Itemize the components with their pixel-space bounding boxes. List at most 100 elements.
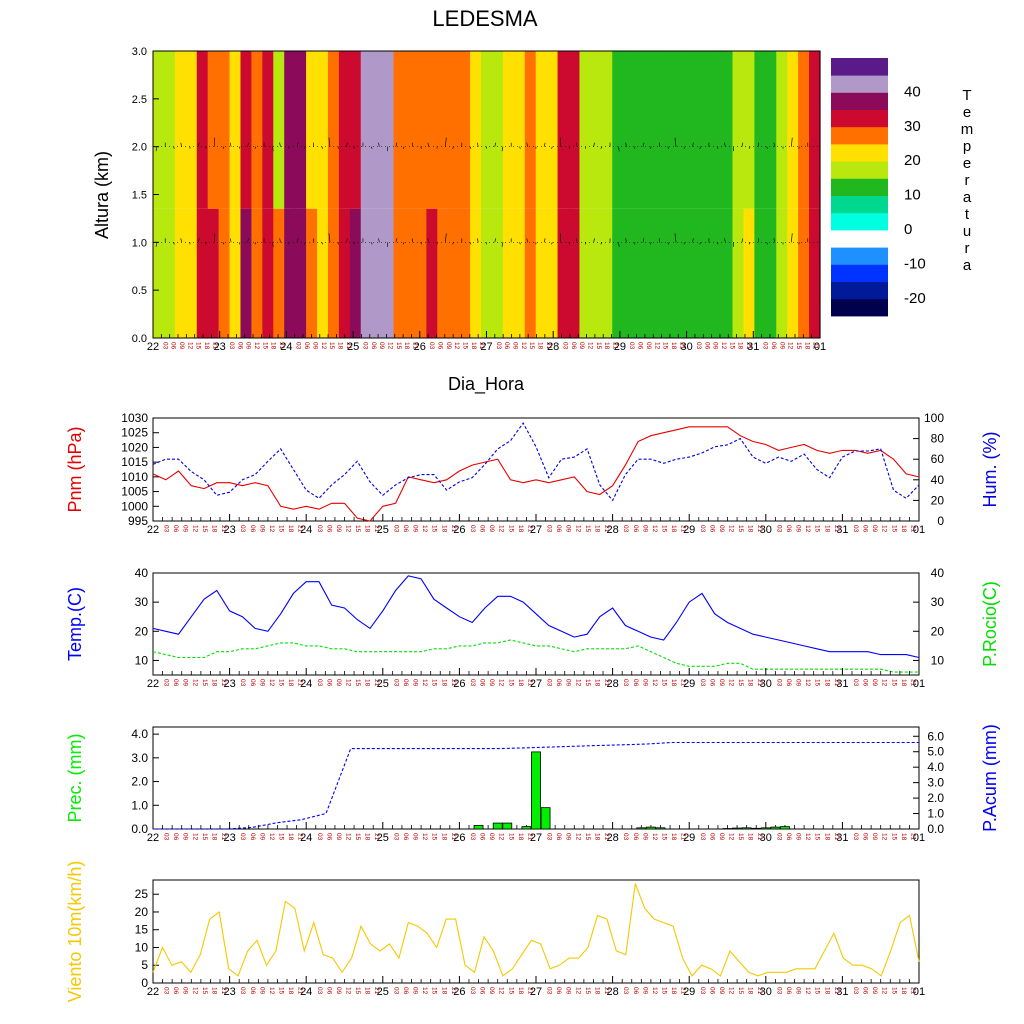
- p3-hour-label: 12: [421, 833, 428, 841]
- precip-bar: [502, 822, 513, 830]
- colorbar-swatch: [831, 109, 888, 128]
- heat-hour-label: 03: [495, 342, 502, 350]
- p1-ltick-label: 1000: [121, 499, 148, 513]
- p2-hour-label: 18: [747, 679, 754, 687]
- p4-day-label: 27: [530, 986, 542, 998]
- wind-vector: [427, 238, 430, 243]
- wind-vector: [444, 137, 447, 147]
- p4-hour-label: 12: [804, 987, 811, 995]
- heat-hour-label: 21: [278, 342, 285, 350]
- heat-ytick-label: 1.5: [132, 190, 147, 202]
- p3-rtick-label: 0.0: [927, 822, 944, 836]
- wind-vector: [254, 242, 257, 245]
- p1-hour-label: 18: [517, 525, 524, 533]
- p2-hour-label: 18: [670, 679, 677, 687]
- p3-hour-label: 09: [412, 833, 419, 841]
- p2-hour-label: 06: [632, 679, 639, 687]
- heat-cell: [765, 208, 777, 339]
- wind-vector: [766, 242, 768, 245]
- p2-hour-label: 12: [268, 679, 275, 687]
- heat-cell: [185, 51, 198, 209]
- colorbar-swatch: [831, 92, 888, 110]
- wind-vector: [346, 142, 348, 147]
- p2-frame: [152, 572, 920, 676]
- heat-cell: [809, 51, 821, 209]
- p3-day-label: 31: [836, 832, 848, 844]
- p2-hour-label: 21: [297, 679, 304, 687]
- p1-hour-label: 21: [680, 525, 687, 533]
- colorbar-swatch: [831, 247, 888, 265]
- precip-bar: [473, 825, 484, 830]
- heat-hour-label: 12: [386, 342, 393, 350]
- p4-hour-label: 12: [881, 987, 888, 995]
- p3-hour-label: 21: [220, 833, 227, 841]
- p2-hour-label: 09: [871, 679, 878, 687]
- wind-vector: [247, 142, 249, 147]
- p4-ltick-label: 15: [135, 923, 149, 937]
- wind-vector: [328, 137, 331, 147]
- p3-hour-label: 12: [804, 833, 811, 841]
- heat-hour-label: 15: [461, 342, 468, 350]
- wind-vector: [370, 146, 373, 149]
- colorbar-swatch: [831, 264, 888, 282]
- p2-hour-label: 21: [373, 679, 380, 687]
- precip-bar: [751, 827, 762, 830]
- heat-hour-label: 03: [695, 342, 702, 350]
- p3-hour-label: 03: [239, 833, 246, 841]
- heat-cell: [240, 51, 253, 209]
- p2-hour-label: 15: [890, 679, 897, 687]
- heat-cell: [415, 208, 427, 339]
- p3-ltick-label: 3.0: [131, 751, 148, 765]
- wind-vector: [205, 242, 207, 245]
- p2-day-label: 23: [223, 678, 235, 690]
- heat-hour-label: 12: [453, 342, 460, 350]
- wind-vector: [402, 146, 405, 149]
- wind-vector: [420, 146, 422, 149]
- heat-cell: [590, 51, 602, 209]
- colorbar-tick-label: 20: [904, 152, 921, 169]
- p3-hour-label: 12: [268, 833, 275, 841]
- p1-hour-label: 15: [354, 525, 361, 533]
- heat-cell: [470, 208, 482, 339]
- wind-vector: [155, 146, 158, 152]
- p3-hour-label: 06: [862, 833, 869, 841]
- precip-bar: [760, 827, 771, 830]
- p2-hour-label: 03: [316, 679, 323, 687]
- p3-hour-label: 18: [670, 833, 677, 841]
- p2-hour-label: 12: [881, 679, 888, 687]
- p1-hour-label: 18: [900, 525, 907, 533]
- heat-hour-label: 03: [628, 342, 635, 350]
- p1-rtick-label: 80: [931, 432, 945, 446]
- wind-vector: [699, 146, 701, 149]
- p2-hour-label: 03: [699, 679, 706, 687]
- wind-vector: [519, 146, 521, 149]
- p3-hour-label: 09: [718, 833, 725, 841]
- heat-hour-label: 15: [395, 342, 402, 350]
- p3-rtick-label: 2.0: [927, 791, 944, 805]
- heat-hour-label: 06: [303, 342, 310, 350]
- heat-hour-label: 03: [762, 342, 769, 350]
- heat-cell: [393, 208, 406, 339]
- p3-day-label: 22: [147, 832, 159, 844]
- heat-hour-label: 09: [378, 342, 385, 350]
- wind-vector: [617, 146, 620, 152]
- p1-hour-label: 06: [325, 525, 332, 533]
- wind-vector: [494, 238, 497, 243]
- heat-cell: [590, 208, 602, 339]
- heat-cell: [776, 208, 788, 339]
- colorbar-title-letter: m: [961, 121, 974, 138]
- p2-ltick-label: 30: [135, 595, 149, 609]
- p2-ltick-label: 20: [135, 624, 149, 638]
- p1-hour-label: 21: [909, 525, 916, 533]
- wind-vector: [724, 238, 726, 243]
- wind-vector: [773, 238, 776, 243]
- p3-hour-label: 21: [526, 833, 533, 841]
- heat-cell: [284, 51, 296, 209]
- p2-hour-label: 12: [651, 679, 658, 687]
- p3-hour-label: 03: [775, 833, 782, 841]
- wind-vector: [321, 146, 324, 149]
- heat-cell: [612, 51, 624, 209]
- heat-hour-label: 15: [728, 342, 735, 350]
- colorbar-swatch: [831, 230, 888, 248]
- p1-hour-label: 12: [421, 525, 428, 533]
